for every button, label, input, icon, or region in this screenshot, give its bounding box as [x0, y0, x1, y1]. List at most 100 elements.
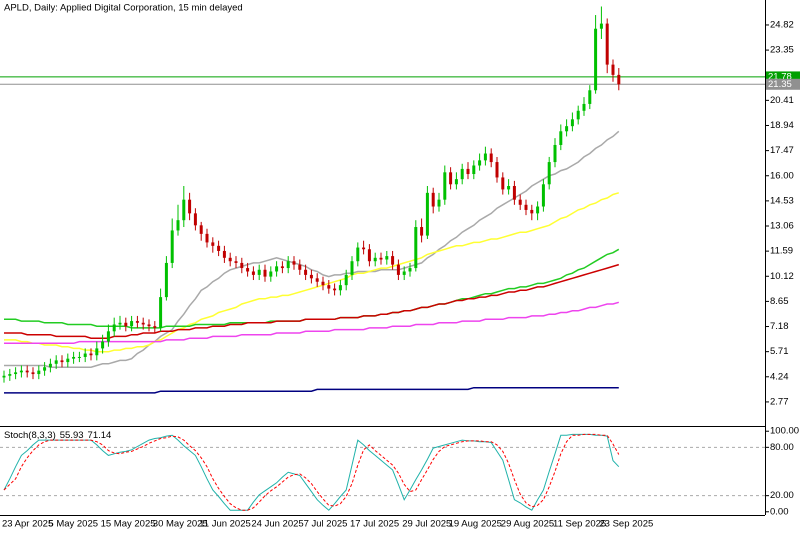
x-tick-label: 24 Jun 2025: [251, 519, 303, 530]
candle-body: [147, 324, 151, 327]
candle-body: [559, 131, 563, 145]
candle-body: [414, 227, 418, 269]
candle-body: [2, 375, 6, 378]
candle-body: [211, 242, 215, 246]
candle-body: [321, 281, 325, 286]
candle-body: [257, 269, 261, 275]
candle-body: [164, 262, 168, 298]
x-tick-label: 29 Aug 2025: [501, 519, 554, 530]
candle-body: [449, 172, 453, 185]
candle-body: [570, 119, 574, 127]
candle-body: [391, 256, 395, 265]
y-tick-label: 11.59: [770, 246, 793, 257]
plot-area: 24.82 23.35 20.41 18.94 17.47 16.00 14.53 13.06…: [0, 6, 800, 530]
candle-body: [89, 353, 93, 356]
candle-body: [536, 206, 540, 214]
candle-body: [95, 348, 99, 356]
indicator-header: Stoch(8,3,3) 55.93 71.14: [4, 430, 111, 441]
candle-body: [228, 257, 232, 262]
candle-body: [101, 341, 105, 349]
candle-body: [501, 177, 505, 190]
candle-body: [159, 297, 163, 328]
x-tick-label: 11 Sep 2025: [553, 519, 606, 530]
candle-body: [599, 23, 603, 29]
candle-body: [524, 204, 528, 210]
indicator-line: [4, 301, 620, 345]
y-tick-label: 18.94: [770, 120, 794, 131]
candle-body: [193, 213, 197, 226]
y-tick-label: 14.53: [770, 195, 794, 206]
indicator-line: [4, 192, 620, 353]
candle-body: [153, 326, 157, 328]
candle-body: [507, 186, 511, 190]
indicator-line: [3, 433, 620, 511]
price-label: 21.78: [768, 71, 792, 82]
y-tick-label: 16.00: [770, 170, 794, 181]
candle-body: [402, 271, 406, 275]
candle-body: [43, 367, 47, 371]
candle-body: [170, 230, 174, 263]
x-tick-label: 15 May 2025: [101, 519, 156, 530]
candle-body: [60, 360, 64, 363]
candle-body: [54, 360, 58, 364]
x-tick-label: 5 May 2025: [48, 519, 98, 530]
candle-body: [222, 250, 226, 258]
indicator-line: [4, 386, 619, 394]
candle-body: [373, 257, 377, 262]
candle-body: [8, 374, 12, 376]
candle-body: [594, 28, 598, 91]
y-tick-label: 7.18: [770, 321, 789, 332]
candle-body: [617, 74, 621, 85]
candle-body: [130, 321, 134, 327]
candle-body: [106, 331, 110, 342]
candle-body: [466, 168, 470, 175]
candle-body: [246, 268, 250, 272]
candle-body: [437, 199, 441, 207]
candle-body: [396, 264, 400, 275]
candle-body: [565, 126, 569, 132]
y-tick-label: 8.65: [770, 296, 789, 307]
candle-body: [605, 23, 609, 65]
candle-body: [275, 266, 279, 272]
x-tick-label: 7 Jul 2025: [304, 519, 348, 530]
candle-body: [530, 209, 534, 214]
candle-body: [344, 274, 348, 286]
candle-body: [48, 363, 52, 368]
y-tick-label: 2.77: [770, 396, 789, 407]
candle-body: [483, 153, 487, 161]
candle-body: [234, 261, 238, 263]
candle-body: [362, 247, 366, 250]
y-tick-label: 80.00: [770, 442, 794, 453]
candle-body: [333, 288, 337, 291]
y-tick-label: 17.47: [770, 145, 794, 156]
x-tick-label: 23 Apr 2025: [2, 519, 53, 530]
x-tick-label: 19 Aug 2025: [449, 519, 502, 530]
y-tick-label: 5.71: [770, 346, 789, 357]
y-tick-label: 4.24: [770, 371, 789, 382]
candle-body: [14, 372, 18, 375]
candle-body: [217, 245, 221, 251]
indicator-line: [3, 433, 620, 511]
candle-body: [19, 370, 23, 373]
candle-body: [124, 322, 128, 327]
candle-body: [298, 264, 302, 270]
candle-body: [576, 110, 580, 120]
indicator-signal-value: 71.14: [88, 430, 112, 441]
candle-body: [478, 160, 482, 166]
candle-body: [367, 249, 371, 262]
candle-body: [356, 247, 360, 262]
candle-body: [350, 261, 354, 275]
candle-body: [541, 184, 545, 207]
candle-body: [454, 179, 458, 185]
candle-body: [176, 220, 180, 231]
candle-body: [338, 285, 342, 291]
candle-body: [135, 321, 139, 323]
candle-body: [205, 233, 209, 243]
candle-body: [443, 172, 447, 200]
candle-body: [425, 192, 429, 236]
y-tick-label: 0.00: [770, 506, 789, 517]
price-label-box: [766, 71, 800, 83]
price-label-box: [766, 78, 800, 90]
candle-body: [286, 261, 290, 269]
